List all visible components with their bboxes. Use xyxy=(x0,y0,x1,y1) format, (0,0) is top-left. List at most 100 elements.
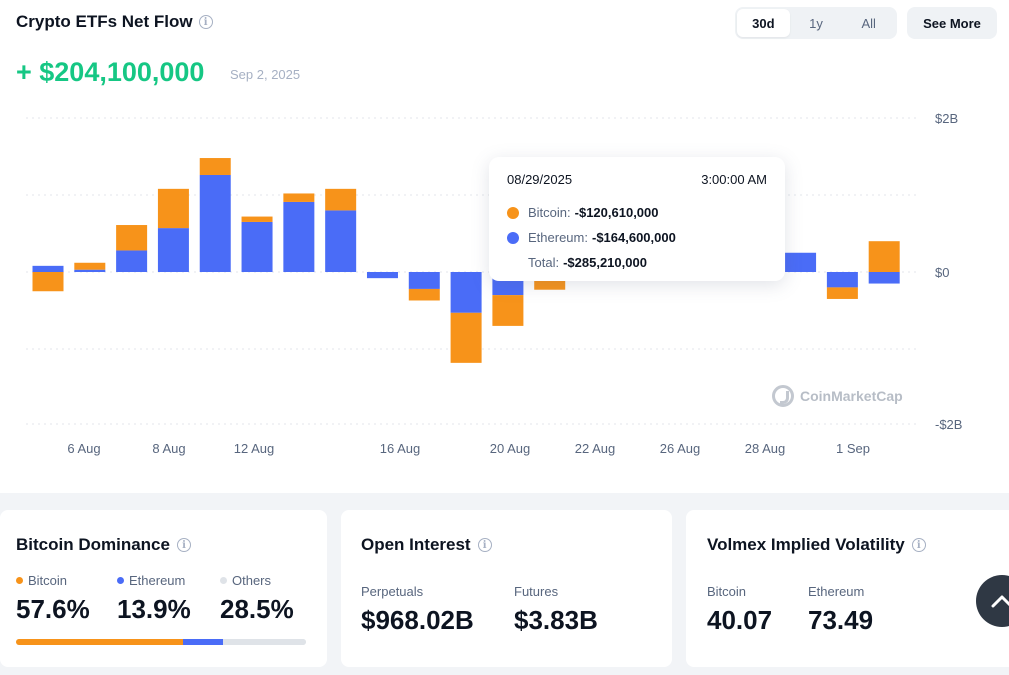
x-axis-tick-label: 12 Aug xyxy=(234,441,275,456)
card-title-text: Volmex Implied Volatility xyxy=(707,535,905,554)
bar-ethereum xyxy=(826,272,858,288)
bar-ethereum xyxy=(157,228,189,272)
bar-ethereum xyxy=(450,272,482,313)
bitcoin-dominance-value: 57.6% xyxy=(16,594,90,624)
tooltip-value: -$285,210,000 xyxy=(563,255,647,270)
bar-ethereum xyxy=(366,272,398,279)
dominance-bar-ethereum xyxy=(183,639,224,645)
legend-label: Bitcoin xyxy=(28,573,68,588)
bar-ethereum xyxy=(325,210,357,272)
bar-bitcoin xyxy=(283,193,315,202)
perpetuals-label: Perpetuals xyxy=(361,584,424,599)
range-all-button[interactable]: All xyxy=(861,15,876,31)
bitcoin-dominance-card: Bitcoin Dominance i Bitcoin Ethereum Oth… xyxy=(0,510,327,667)
bar-ethereum xyxy=(408,272,440,289)
bar-ethereum xyxy=(283,201,315,272)
chart-tooltip: 08/29/2025 3:00:00 AM Bitcoin: -$120,610… xyxy=(489,157,785,281)
futures-value: $3.83B xyxy=(514,605,598,635)
card-title-text: Open Interest xyxy=(361,535,471,554)
dominance-bar-bitcoin xyxy=(16,639,184,645)
ethereum-dominance-value: 13.9% xyxy=(117,594,191,624)
others-dot-icon xyxy=(220,577,227,584)
others-dominance-value: 28.5% xyxy=(220,594,294,624)
tooltip-label: Bitcoin: xyxy=(528,205,571,220)
bitcoin-dot-icon xyxy=(16,577,23,584)
bar-ethereum xyxy=(116,250,148,272)
tooltip-header: 08/29/2025 3:00:00 AM xyxy=(507,172,767,187)
implied-volatility-card: Volmex Implied Volatility i Bitcoin Ethe… xyxy=(686,510,1009,667)
volatility-bitcoin-value: 40.07 xyxy=(707,605,773,635)
bar-bitcoin xyxy=(74,262,106,270)
title-row: Crypto ETFs Net Flow i xyxy=(16,12,213,32)
card-title: Bitcoin Dominance i xyxy=(16,535,191,555)
bar-ethereum xyxy=(241,221,273,272)
bar-bitcoin xyxy=(116,225,148,251)
ethereum-dot-icon xyxy=(117,577,124,584)
legend-label: Others xyxy=(232,573,272,588)
tooltip-value: -$120,610,000 xyxy=(574,205,659,220)
net-flow-date: Sep 2, 2025 xyxy=(230,67,301,82)
chevron-up-icon xyxy=(991,595,1009,608)
bar-bitcoin xyxy=(157,188,189,229)
bar-ethereum xyxy=(32,265,64,272)
legend-others: Others xyxy=(220,573,271,588)
bar-bitcoin xyxy=(241,216,273,222)
legend-bitcoin: Bitcoin xyxy=(16,573,67,588)
info-icon[interactable]: i xyxy=(911,538,926,552)
card-title-text: Bitcoin Dominance xyxy=(16,535,170,554)
bar-bitcoin xyxy=(868,241,900,272)
bar-bitcoin xyxy=(492,295,524,326)
tooltip-row-ethereum: Ethereum: -$164,600,000 xyxy=(507,225,767,250)
perpetuals-value: $968.02B xyxy=(361,605,474,635)
bar-bitcoin xyxy=(450,312,482,363)
bar-bitcoin xyxy=(199,158,231,175)
bar-ethereum xyxy=(868,272,900,284)
bitcoin-dot-icon xyxy=(507,206,519,219)
volatility-ethereum-value: 73.49 xyxy=(808,605,874,635)
tooltip-label: Total: xyxy=(528,255,560,270)
info-icon[interactable]: i xyxy=(198,15,213,29)
x-axis-tick-label: 26 Aug xyxy=(660,441,701,456)
coinmarketcap-watermark: CoinMarketCap xyxy=(772,385,903,407)
y-axis-tick-label: -$2B xyxy=(935,417,962,432)
net-flow-chart[interactable]: $2B $0 -$2B 6 Aug 8 Aug 12 Aug 16 Aug 20 Aug 22 … xyxy=(0,100,1009,470)
ethereum-dot-icon xyxy=(507,231,519,244)
info-icon[interactable]: i xyxy=(477,538,492,552)
bar-bitcoin xyxy=(826,287,858,299)
range-30d-button[interactable]: 30d xyxy=(737,9,790,37)
total-dot-icon xyxy=(507,257,519,269)
x-axis-tick-label: 16 Aug xyxy=(380,441,421,456)
bar-bitcoin xyxy=(325,188,357,211)
card-title: Volmex Implied Volatility i xyxy=(707,535,926,555)
tooltip-value: -$164,600,000 xyxy=(591,230,676,245)
tooltip-time: 3:00:00 AM xyxy=(701,172,767,187)
tooltip-label: Ethereum: xyxy=(528,230,588,245)
tooltip-date: 08/29/2025 xyxy=(507,172,573,187)
legend-label: Ethereum xyxy=(129,573,186,588)
see-more-button[interactable]: See More xyxy=(907,7,997,39)
y-axis-tick-label: $0 xyxy=(935,265,949,280)
info-icon[interactable]: i xyxy=(176,538,191,552)
bar-bitcoin xyxy=(408,288,440,301)
bar-bitcoin xyxy=(32,272,64,292)
open-interest-card: Open Interest i Perpetuals Futures $968.… xyxy=(341,510,672,667)
volatility-bitcoin-label: Bitcoin xyxy=(707,584,747,599)
range-selector: 30d 1y All xyxy=(735,7,897,39)
x-axis-tick-label: 1 Sep xyxy=(836,441,870,456)
x-axis-tick-label: 20 Aug xyxy=(490,441,531,456)
tooltip-row-bitcoin: Bitcoin: -$120,610,000 xyxy=(507,200,767,225)
x-axis-tick-label: 8 Aug xyxy=(152,441,185,456)
x-axis-tick-label: 22 Aug xyxy=(575,441,616,456)
etf-net-flow-panel: Crypto ETFs Net Flow i 30d 1y All See Mo… xyxy=(0,0,1009,493)
y-axis-tick-label: $2B xyxy=(935,111,958,126)
tooltip-row-total: Total: -$285,210,000 xyxy=(507,250,767,275)
range-1y-button[interactable]: 1y xyxy=(809,15,823,31)
watermark-text: CoinMarketCap xyxy=(800,388,903,404)
page-title: Crypto ETFs Net Flow xyxy=(16,12,193,31)
dominance-bar xyxy=(16,639,306,645)
coinmarketcap-logo-icon xyxy=(772,385,794,407)
futures-label: Futures xyxy=(514,584,559,599)
net-flow-value: + $204,100,000 xyxy=(16,57,205,87)
dominance-bar-others xyxy=(223,639,306,645)
volatility-ethereum-label: Ethereum xyxy=(808,584,865,599)
